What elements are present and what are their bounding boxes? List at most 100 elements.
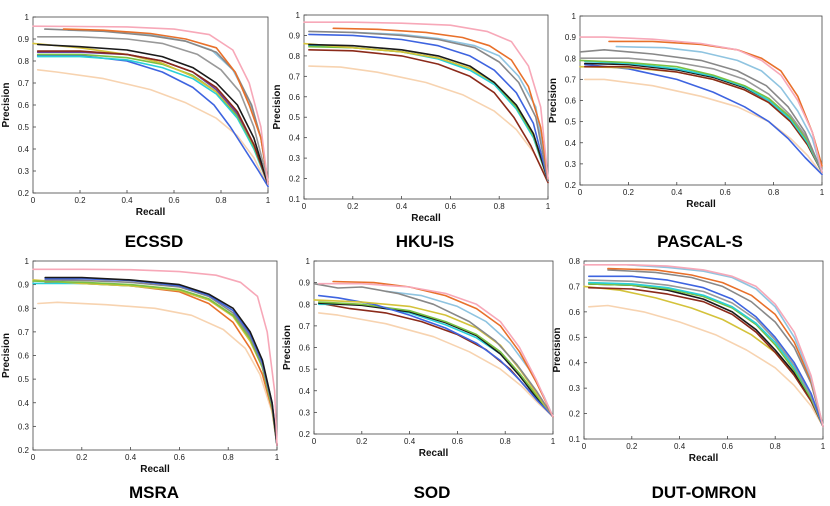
x-tick-label: 0.8 (223, 453, 235, 462)
pr-curve-cyan (36, 55, 269, 185)
x-tick-label: 0.4 (671, 188, 683, 197)
pr-curve-peach (318, 312, 554, 418)
x-tick-label: 0.6 (445, 202, 457, 211)
x-tick-label: 1 (266, 196, 271, 205)
pr-curve-cyan (584, 60, 823, 174)
panel-title: ECSSD (125, 232, 184, 251)
pr-curve-darkred (584, 65, 823, 174)
x-tick-label: 1 (551, 437, 556, 446)
y-tick-label: 1 (296, 11, 301, 20)
y-tick-label: 0.5 (565, 118, 577, 127)
x-axis-label: Recall (419, 448, 449, 459)
x-tick-label: 0.8 (500, 437, 512, 446)
y-tick-label: 0.6 (289, 93, 301, 102)
panel-title: HKU-IS (396, 232, 455, 251)
x-tick-label: 1 (820, 188, 825, 197)
pr-curve-pink (303, 21, 549, 180)
y-tick-label: 0.7 (565, 75, 577, 84)
x-tick-label: 0.8 (768, 188, 780, 197)
pr-curve-darkred (588, 286, 824, 428)
y-tick-label: 0.4 (18, 399, 30, 408)
x-tick-label: 0.8 (770, 442, 782, 451)
y-tick-label: 0.2 (18, 189, 30, 198)
y-tick-label: 0.6 (569, 308, 581, 317)
pr-curve-gray (579, 49, 823, 174)
y-tick-label: 0.1 (569, 435, 581, 444)
x-tick-label: 0.8 (494, 202, 506, 211)
y-tick-label: 1 (572, 12, 577, 21)
x-tick-label: 0.2 (347, 202, 359, 211)
y-tick-label: 0.8 (299, 300, 311, 309)
y-tick-label: 1 (25, 13, 30, 22)
y-tick-label: 0.7 (299, 322, 311, 331)
y-tick-label: 0.1 (289, 195, 301, 204)
pr-curve-peach (37, 301, 278, 447)
panel-ecssd: 0 0.2 0.4 0.6 0.8 10.20.30.40.50.60.70.80.91R… (1, 13, 271, 251)
panel-title: DUT-OMRON (652, 483, 757, 502)
pr-curve-orange (332, 27, 549, 180)
y-tick-label: 0.5 (18, 375, 30, 384)
pr-curve-lightblue (615, 45, 823, 174)
y-axis-label: Precision (282, 325, 293, 370)
pr-curve-darkred (308, 49, 549, 184)
y-tick-label: 0.9 (299, 279, 311, 288)
y-tick-label: 0.3 (565, 160, 577, 169)
pr-curve-green (579, 59, 823, 174)
x-tick-label: 0.6 (720, 188, 732, 197)
y-tick-label: 0.4 (299, 387, 311, 396)
y-tick-label: 0.2 (289, 175, 301, 184)
x-tick-label: 0.2 (76, 453, 88, 462)
plot-frame (583, 260, 824, 440)
pr-curve-pink (579, 36, 823, 174)
x-tick-label: 0.2 (74, 196, 86, 205)
pr-curve-pink (32, 268, 278, 447)
pr-curve-pink (32, 25, 269, 185)
pr-curve-blue (588, 275, 824, 428)
x-tick-label: 0 (31, 196, 36, 205)
x-tick-label: 0.6 (722, 442, 734, 451)
panel-pascal-s: 0 0.2 0.4 0.6 0.8 10.20.30.40.50.60.70.80.91R… (548, 12, 825, 251)
y-axis-label: Precision (552, 327, 563, 372)
pr-curve-green (308, 45, 549, 182)
panel-msra: 0 0.2 0.4 0.6 0.8 10.20.30.40.50.60.70.80.91R… (1, 257, 280, 502)
x-tick-label: 0.6 (174, 453, 186, 462)
y-tick-label: 0.6 (18, 352, 30, 361)
y-tick-label: 0.3 (18, 422, 30, 431)
pr-curve-black (44, 276, 278, 447)
pr-curve-blue (318, 294, 554, 418)
y-tick-label: 0.5 (569, 333, 581, 342)
y-tick-label: 0.8 (569, 257, 581, 266)
pr-curve-peach (588, 304, 824, 428)
x-tick-label: 0.4 (121, 196, 133, 205)
pr-curve-lightblue (626, 264, 824, 428)
pr-curve-peach (584, 78, 823, 176)
pr-curve-gray2 (36, 36, 269, 183)
pr-curve-orange (44, 281, 278, 447)
pr-curve-black (318, 302, 554, 418)
y-tick-label: 0.6 (18, 101, 30, 110)
y-tick-label: 0.8 (18, 304, 30, 313)
pr-curve-cyan (308, 44, 549, 182)
y-tick-label: 0.9 (565, 33, 577, 42)
pr-curve-peach (36, 69, 269, 188)
panel-title: PASCAL-S (657, 232, 743, 251)
pr-curve-pink (583, 264, 824, 428)
x-tick-label: 0 (578, 188, 583, 197)
pr-curve-green (36, 53, 269, 185)
y-tick-label: 0.9 (18, 281, 30, 290)
y-tick-label: 0.8 (565, 54, 577, 63)
x-tick-label: 0 (582, 442, 587, 451)
y-tick-label: 0.7 (289, 72, 301, 81)
pr-curve-cyan (318, 303, 554, 418)
pr-curve-blue (584, 63, 823, 176)
y-tick-label: 0.4 (569, 359, 581, 368)
y-axis-label: Precision (272, 84, 283, 129)
y-tick-label: 0.2 (569, 410, 581, 419)
y-tick-label: 0.5 (299, 365, 311, 374)
plot-frame (32, 16, 269, 194)
x-axis-label: Recall (689, 453, 719, 464)
y-tick-label: 0.4 (565, 139, 577, 148)
y-tick-label: 0.7 (569, 282, 581, 291)
y-tick-label: 0.8 (18, 57, 30, 66)
